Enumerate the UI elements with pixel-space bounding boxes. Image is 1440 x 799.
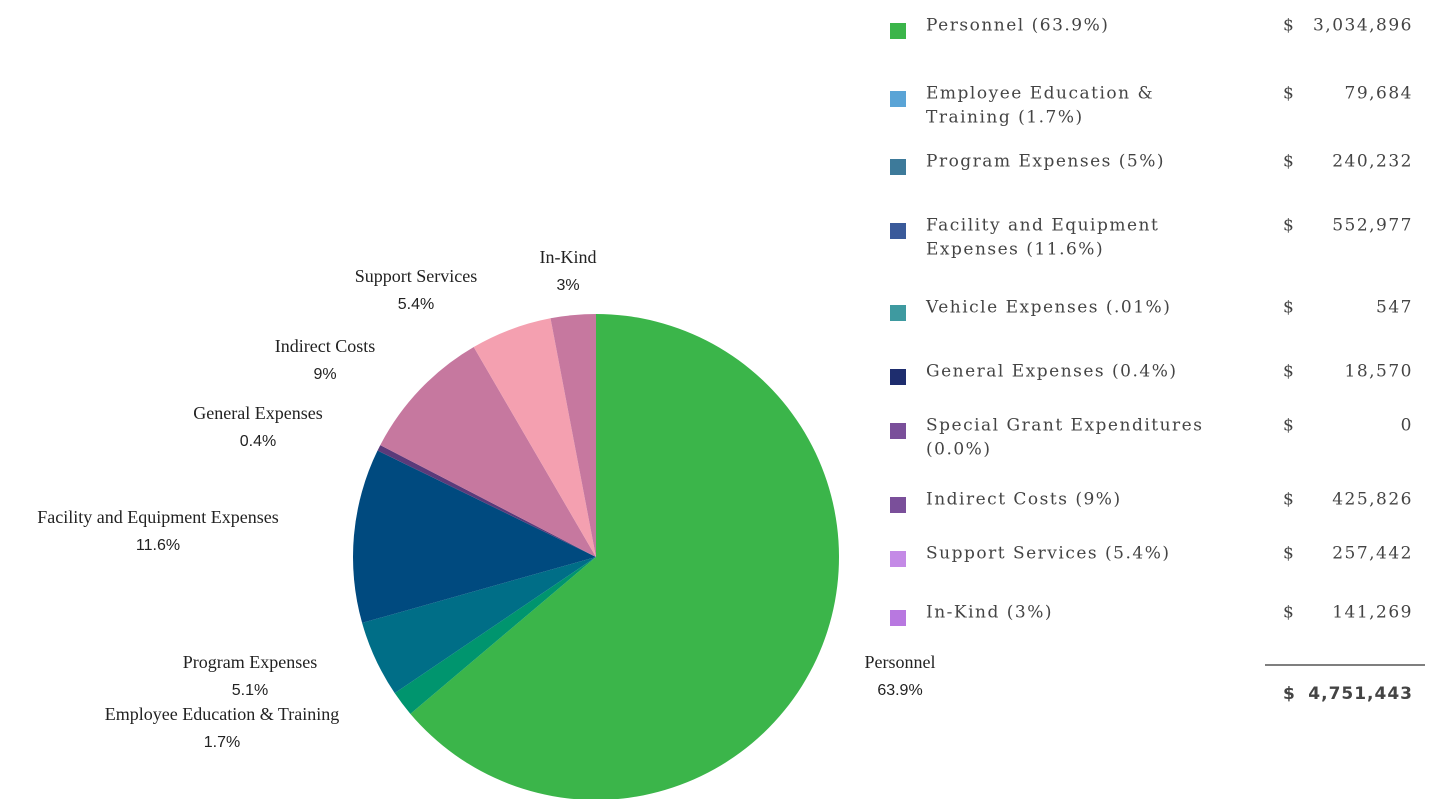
legend-currency: $ xyxy=(1283,84,1295,104)
slice-label: Personnel xyxy=(865,652,936,672)
legend-amount: 141,269 xyxy=(1332,603,1413,623)
slice-label: Facility and Equipment Expenses xyxy=(37,507,278,527)
pie-slice xyxy=(410,314,839,799)
legend-label: Training (1.7%) xyxy=(926,108,1084,128)
slice-percent: 0.4% xyxy=(240,433,276,450)
slice-percent: 5.4% xyxy=(398,296,434,313)
legend-label: Expenses (11.6%) xyxy=(926,240,1104,260)
legend-label: In-Kind (3%) xyxy=(926,603,1053,623)
legend-label: Facility and Equipment xyxy=(926,216,1159,236)
legend-swatch xyxy=(890,369,906,385)
legend-currency: $ xyxy=(1283,16,1295,36)
legend-swatch xyxy=(890,423,906,439)
legend-label: Indirect Costs (9%) xyxy=(926,490,1122,510)
legend-label: General Expenses (0.4%) xyxy=(926,362,1178,382)
legend-label: Personnel (63.9%) xyxy=(926,16,1109,36)
legend-amount: 425,826 xyxy=(1332,490,1413,510)
slice-percent: 3% xyxy=(556,277,579,294)
legend-amount: 3,034,896 xyxy=(1313,16,1413,36)
slice-label: Indirect Costs xyxy=(275,336,376,356)
legend-label: Vehicle Expenses (.01%) xyxy=(925,298,1171,318)
slice-percent: 9% xyxy=(313,366,336,383)
legend-swatch xyxy=(890,223,906,239)
pie-slice xyxy=(362,557,596,694)
legend-label: Employee Education & xyxy=(926,84,1154,104)
slice-label: In-Kind xyxy=(540,247,597,267)
slice-percent: 11.6% xyxy=(136,537,180,554)
legend-amount: 552,977 xyxy=(1332,216,1413,236)
legend-amount: 0 xyxy=(1401,416,1413,436)
legend-amount: 257,442 xyxy=(1332,544,1413,564)
slice-label: Program Expenses xyxy=(183,652,317,672)
legend-amount: 18,570 xyxy=(1345,362,1413,382)
legend-swatch xyxy=(890,551,906,567)
legend-swatch xyxy=(890,23,906,39)
slice-label: Employee Education & Training xyxy=(105,704,339,724)
legend-amount: 240,232 xyxy=(1332,152,1413,172)
slice-percent: 5.1% xyxy=(232,682,268,699)
legend-currency: $ xyxy=(1283,152,1295,172)
legend-label: Special Grant Expenditures xyxy=(926,416,1203,436)
pie-slice xyxy=(353,450,596,623)
legend-currency: $ xyxy=(1283,362,1295,382)
pie-slice xyxy=(377,445,596,557)
pie-slice xyxy=(550,314,596,557)
slice-label: Support Services xyxy=(355,266,477,286)
legend-swatch xyxy=(890,91,906,107)
pie-slice xyxy=(380,347,596,557)
legend-currency: $ xyxy=(1283,416,1295,436)
pie-slice xyxy=(394,557,596,714)
legend-currency: $ xyxy=(1283,544,1295,564)
total-currency: $ xyxy=(1283,684,1296,704)
legend-amount: 79,684 xyxy=(1345,84,1413,104)
slice-percent: 63.9% xyxy=(877,682,922,699)
pie-slice xyxy=(473,318,596,557)
legend-currency: $ xyxy=(1283,603,1295,623)
total-amount: 4,751,443 xyxy=(1308,684,1413,704)
legend-currency: $ xyxy=(1283,216,1295,236)
legend-swatch xyxy=(890,305,906,321)
legend-swatch xyxy=(890,159,906,175)
legend-label: Program Expenses (5%) xyxy=(926,152,1165,172)
legend-swatch xyxy=(890,497,906,513)
legend-label: Support Services (5.4%) xyxy=(926,544,1171,564)
slice-label: General Expenses xyxy=(193,403,322,423)
slice-percent: 1.7% xyxy=(204,734,240,751)
legend-label: (0.0%) xyxy=(926,440,991,460)
legend-currency: $ xyxy=(1283,298,1295,318)
legend-currency: $ xyxy=(1283,490,1295,510)
legend-swatch xyxy=(890,610,906,626)
legend-amount: 547 xyxy=(1376,298,1413,318)
